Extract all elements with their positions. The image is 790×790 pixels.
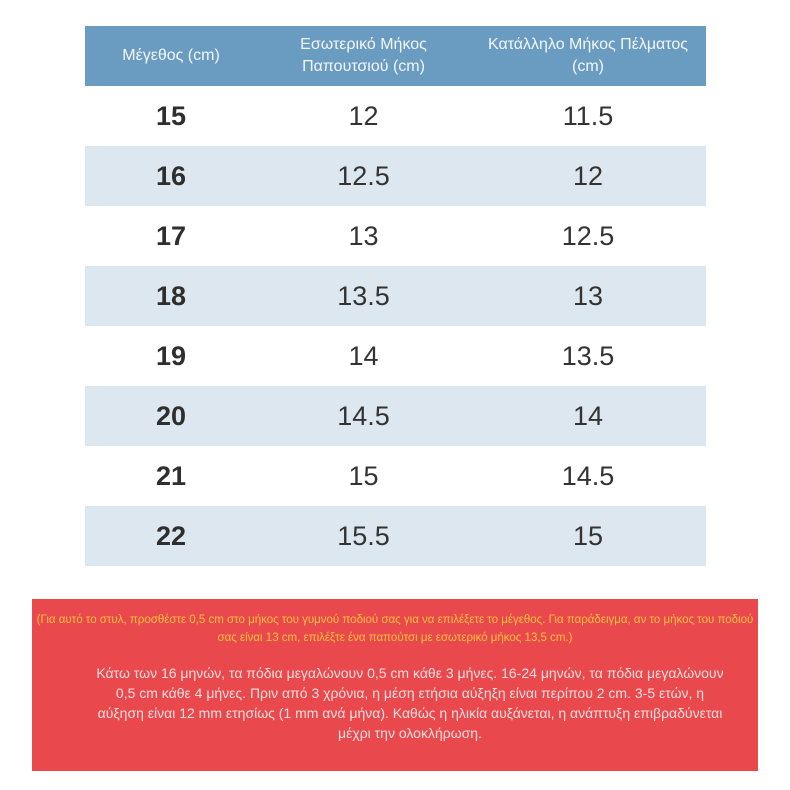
cell-size: 17 [155, 220, 187, 251]
cell-inner-length: 13 [348, 220, 379, 251]
cell-inner-length: 12 [348, 100, 379, 131]
cell-size: 19 [155, 340, 187, 371]
table-row: 15 12 11.5 [85, 86, 706, 146]
cell-size: 15 [155, 100, 187, 131]
cell-foot-length: 11.5 [562, 100, 614, 131]
table-row: 18 13.5 13 [85, 266, 706, 326]
cell-size: 20 [155, 400, 187, 431]
table-row: 16 12.5 12 [85, 146, 706, 206]
cell-inner-length: 13.5 [337, 280, 390, 311]
table-row: 17 13 12.5 [85, 206, 706, 266]
cell-foot-length: 14.5 [561, 460, 615, 491]
cell-size: 22 [155, 520, 187, 551]
header-inner-length: Εσωτερικό Μήκος Παπουτσιού (cm) [300, 36, 427, 75]
header-foot-length: Κατάλληλο Μήκος Πέλματος (cm) [487, 36, 688, 75]
table-header: Μέγεθος (cm) Εσωτερικό Μήκος Παπουτσιού … [85, 26, 706, 86]
cell-foot-length: 13 [572, 280, 604, 311]
sizing-tip-text: (Για αυτό το στυλ, προσθέστε 0,5 cm στο … [36, 614, 754, 644]
table-row: 19 14 13.5 [85, 326, 706, 386]
cell-foot-length: 14 [572, 400, 604, 431]
cell-inner-length: 14 [348, 340, 379, 371]
cell-size: 16 [155, 160, 187, 191]
cell-size: 21 [155, 460, 187, 491]
table-row: 20 14.5 14 [85, 386, 706, 446]
cell-foot-length: 13.5 [561, 340, 615, 371]
sizing-notice-box: (Για αυτό το στυλ, προσθέστε 0,5 cm στο … [32, 599, 758, 771]
growth-info-text: Κάτω των 16 μηνών, τα πόδια μεγαλώνουν 0… [96, 665, 724, 741]
header-size: Μέγεθος (cm) [122, 47, 220, 64]
cell-inner-length: 12.5 [337, 160, 390, 191]
cell-foot-length: 12.5 [561, 220, 615, 251]
table-row: 22 15.5 15 [85, 506, 706, 566]
cell-inner-length: 15 [348, 460, 379, 491]
cell-foot-length: 15 [572, 520, 604, 551]
cell-size: 18 [155, 280, 187, 311]
size-chart-table: Μέγεθος (cm) Εσωτερικό Μήκος Παπουτσιού … [85, 26, 706, 566]
table-row: 21 15 14.5 [85, 446, 706, 506]
cell-inner-length: 15.5 [337, 520, 390, 551]
cell-inner-length: 14.5 [337, 400, 390, 431]
cell-foot-length: 12 [572, 160, 604, 191]
